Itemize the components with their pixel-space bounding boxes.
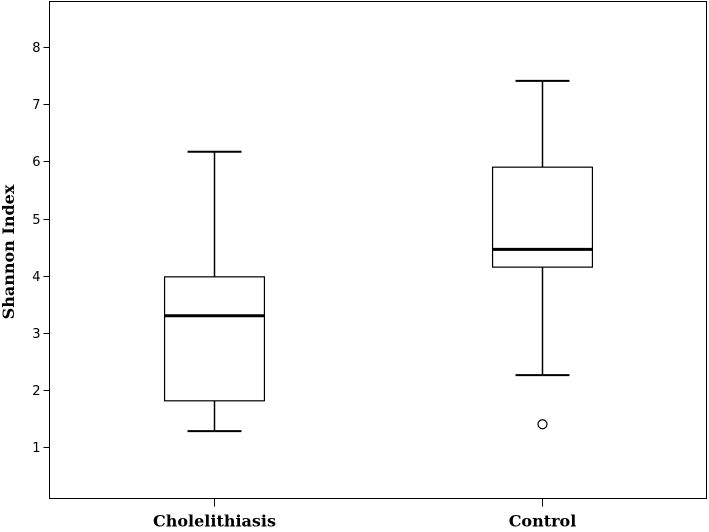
y-tick-label: 2 (32, 384, 40, 399)
y-tick-label: 7 (32, 98, 40, 113)
iqr-box (491, 166, 594, 268)
box-cholelithiasis (163, 150, 266, 433)
y-tick-label: 8 (32, 41, 40, 56)
plot-frame (49, 1, 707, 499)
box-series (163, 79, 594, 433)
x-tick-label: Cholelithiasis (153, 512, 276, 531)
y-tick-label: 6 (32, 155, 40, 170)
y-tick-label: 1 (32, 441, 40, 456)
x-axis: Cholelithiasis Control (153, 498, 577, 531)
y-tick-label: 4 (32, 270, 40, 285)
box-control (491, 79, 594, 430)
y-tick-label: 5 (32, 213, 40, 228)
x-tick-label: Control (509, 512, 577, 531)
iqr-box (163, 276, 266, 402)
y-axis-title: Shannon Index (0, 184, 18, 319)
y-axis: 1 2 3 4 5 6 7 8 (32, 41, 50, 456)
outlier-point (537, 419, 548, 430)
y-tick-label: 3 (32, 327, 40, 342)
